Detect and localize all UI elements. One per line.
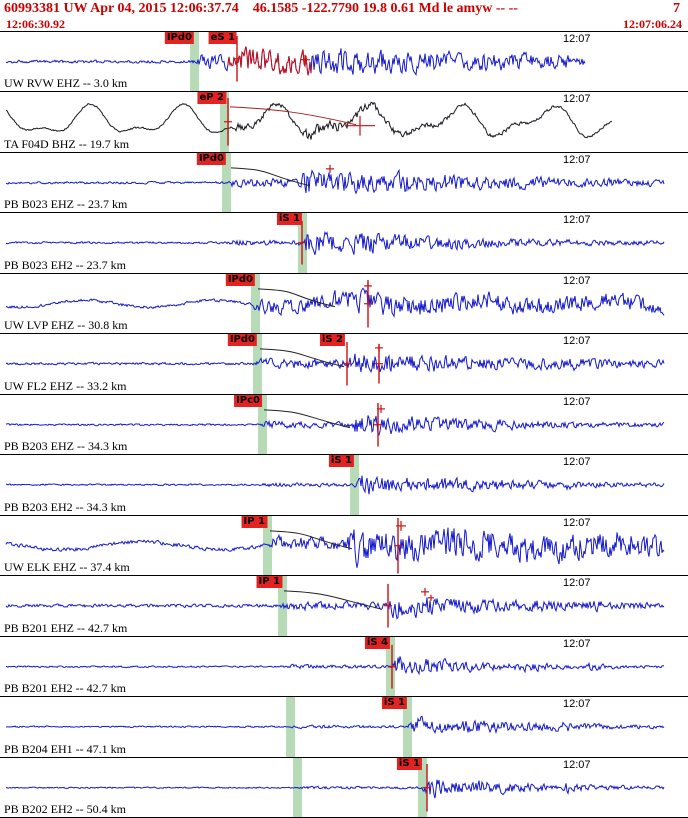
minute-time-label: 12:07 (563, 214, 591, 227)
trace-panel-pb-b023-ehz[interactable]: IPd0 PB B023 EHZ -- 23.7 km 12:07 (0, 151, 688, 213)
trace-panel-pb-b201-ehz[interactable]: IP 1 PB B201 EHZ -- 42.7 km 12:07 (0, 575, 688, 636)
phase-pick-label[interactable]: IP 1 (241, 515, 267, 528)
trace-panel-pb-b204-eh1[interactable]: iS 1 PB B204 EH1 -- 47.1 km 12:07 (0, 696, 688, 757)
minute-time-label: 12:07 (563, 698, 591, 711)
trace-panels: IPd0 eS 1 UW RVW EHZ -- 3.0 km 12:07 eP 2 TA … (0, 31, 688, 818)
station-channel-label: PB B201 EHZ -- 42.7 km (4, 620, 128, 635)
minute-time-label: 12:07 (563, 637, 591, 650)
waveform-trace[interactable] (0, 334, 688, 393)
pick-highlight-band (251, 273, 260, 334)
trace-panel-pb-b201-eh2[interactable]: iS 4 PB B201 EH2 -- 42.7 km 12:07 (0, 635, 688, 697)
station-channel-label: UW ELK EHZ -- 37.4 km (4, 560, 130, 575)
event-summary-line: 60993381 UW Apr 04, 2015 12:06:37.74 46.… (4, 1, 684, 17)
phase-pick-label[interactable]: IPd0 (196, 152, 226, 165)
trace-panel-uw-elk-ehz[interactable]: IP 1 UW ELK EHZ -- 37.4 km 12:07 (0, 514, 688, 576)
station-channel-label: PB B023 EHZ -- 23.7 km (4, 197, 128, 212)
travel-time-arc (283, 590, 381, 610)
station-channel-label: TA F04D BHZ -- 19.7 km (4, 136, 130, 151)
phase-pick-label[interactable]: IPd0 (227, 334, 257, 347)
minute-time-label: 12:07 (563, 335, 591, 348)
trace-panel-uw-lvp-ehz[interactable]: IPd0 UW LVP EHZ -- 30.8 km 12:07 (0, 272, 688, 334)
minute-time-label: 12:07 (563, 395, 591, 408)
event-pick-count: 7 (673, 1, 680, 16)
event-location-magnitude: 46.1585 -122.7790 19.8 0.61 Md le amyw -… (252, 1, 518, 16)
minute-time-label: 12:07 (563, 153, 591, 166)
waveform-trace[interactable] (0, 274, 688, 333)
travel-time-arc (263, 409, 351, 429)
station-channel-label: PB B204 EH1 -- 47.1 km (4, 741, 127, 756)
trace-panel-ta-f04d-bhz[interactable]: eP 2 TA F04D BHZ -- 19.7 km 12:07 (0, 91, 688, 152)
pick-highlight-band (350, 455, 359, 515)
station-channel-label: PB B023 EH2 -- 23.7 km (4, 257, 127, 272)
minute-time-label: 12:07 (563, 758, 591, 771)
waveform-trace[interactable] (0, 576, 688, 635)
minute-time-label: 12:07 (563, 516, 591, 529)
window-end-time: 12:07:06.24 (623, 17, 682, 31)
station-channel-label: UW RVW EHZ -- 3.0 km (4, 76, 128, 91)
minute-time-label: 12:07 (563, 33, 591, 45)
minute-time-label: 12:07 (563, 93, 591, 106)
trace-panel-uw-fl2-ehz[interactable]: IPd0 iS 2 UW FL2 EHZ -- 33.2 km 12:07 (0, 333, 688, 394)
waveform-trace[interactable] (0, 32, 688, 91)
waveform-trace[interactable] (0, 455, 688, 514)
phase-pick-label[interactable]: eP 2 (197, 92, 226, 105)
phase-pick-label[interactable]: iS 2 (319, 334, 345, 347)
phase-pick-label[interactable]: IPd0 (164, 32, 194, 44)
phase-pick-label[interactable]: iS 1 (396, 757, 422, 770)
waveform-trace[interactable] (0, 153, 688, 212)
pick-highlight-band (263, 515, 272, 576)
waveform-trace[interactable] (0, 637, 688, 696)
phase-pick-label[interactable]: iS 4 (364, 636, 390, 649)
phase-pick-label[interactable]: eS 1 (208, 32, 237, 44)
travel-time-arc (269, 530, 353, 549)
station-channel-label: UW LVP EHZ -- 30.8 km (4, 318, 128, 333)
trace-panel-pb-b023-eh2[interactable]: iS 1 PB B023 EH2 -- 23.7 km 12:07 (0, 212, 688, 273)
waveform-trace[interactable] (0, 213, 688, 272)
trace-panel-pb-b202-eh2[interactable]: iS 1 PB B202 EH2 -- 50.4 km 12:07 (0, 756, 688, 818)
minute-time-label: 12:07 (563, 456, 591, 469)
phase-pick-label[interactable]: iS 1 (328, 455, 354, 468)
header: 60993381 UW Apr 04, 2015 12:06:37.74 46.… (0, 0, 688, 32)
time-window-line: 12:06:30.92 12:07:06.24 (4, 17, 684, 32)
phase-pick-label[interactable]: IP 1 (256, 576, 282, 589)
phase-pick-label[interactable]: IPd0 (225, 273, 255, 286)
waveform-trace[interactable] (0, 697, 688, 756)
event-id-origin-time: 60993381 UW Apr 04, 2015 12:06:37.74 (4, 1, 239, 16)
window-start-time: 12:06:30.92 (6, 17, 65, 31)
station-channel-label: PB B201 EH2 -- 42.7 km (4, 681, 127, 696)
trace-panel-uw-rvw-ehz[interactable]: IPd0 eS 1 UW RVW EHZ -- 3.0 km 12:07 (0, 31, 688, 92)
waveform-trace[interactable] (0, 516, 688, 575)
waveform-trace[interactable] (0, 395, 688, 454)
travel-time-arc (229, 106, 357, 126)
trace-panel-pb-b203-ehz[interactable]: IPc0 PB B203 EHZ -- 34.3 km 12:07 (0, 393, 688, 455)
travel-time-arc (259, 348, 345, 368)
travel-time-arc (230, 167, 311, 187)
minute-time-label: 12:07 (563, 274, 591, 287)
station-channel-label: UW FL2 EHZ -- 33.2 km (4, 378, 127, 393)
highlighted-wave-segment (227, 46, 312, 76)
phase-pick-label[interactable]: iS 1 (381, 697, 407, 710)
minute-time-label: 12:07 (563, 577, 591, 590)
phase-pick-label[interactable]: iS 1 (276, 213, 302, 226)
waveform-trace[interactable] (0, 758, 688, 817)
station-channel-label: PB B203 EHZ -- 34.3 km (4, 439, 128, 454)
phase-pick-label[interactable]: IPc0 (234, 394, 262, 407)
pick-highlight-band (253, 334, 262, 394)
trace-panel-pb-b203-eh2[interactable]: iS 1 PB B203 EH2 -- 34.3 km 12:07 (0, 454, 688, 515)
station-channel-label: PB B203 EH2 -- 34.3 km (4, 499, 127, 514)
station-channel-label: PB B202 EH2 -- 50.4 km (4, 802, 127, 817)
waveform-trace[interactable] (0, 92, 688, 151)
travel-time-arc (257, 288, 336, 308)
